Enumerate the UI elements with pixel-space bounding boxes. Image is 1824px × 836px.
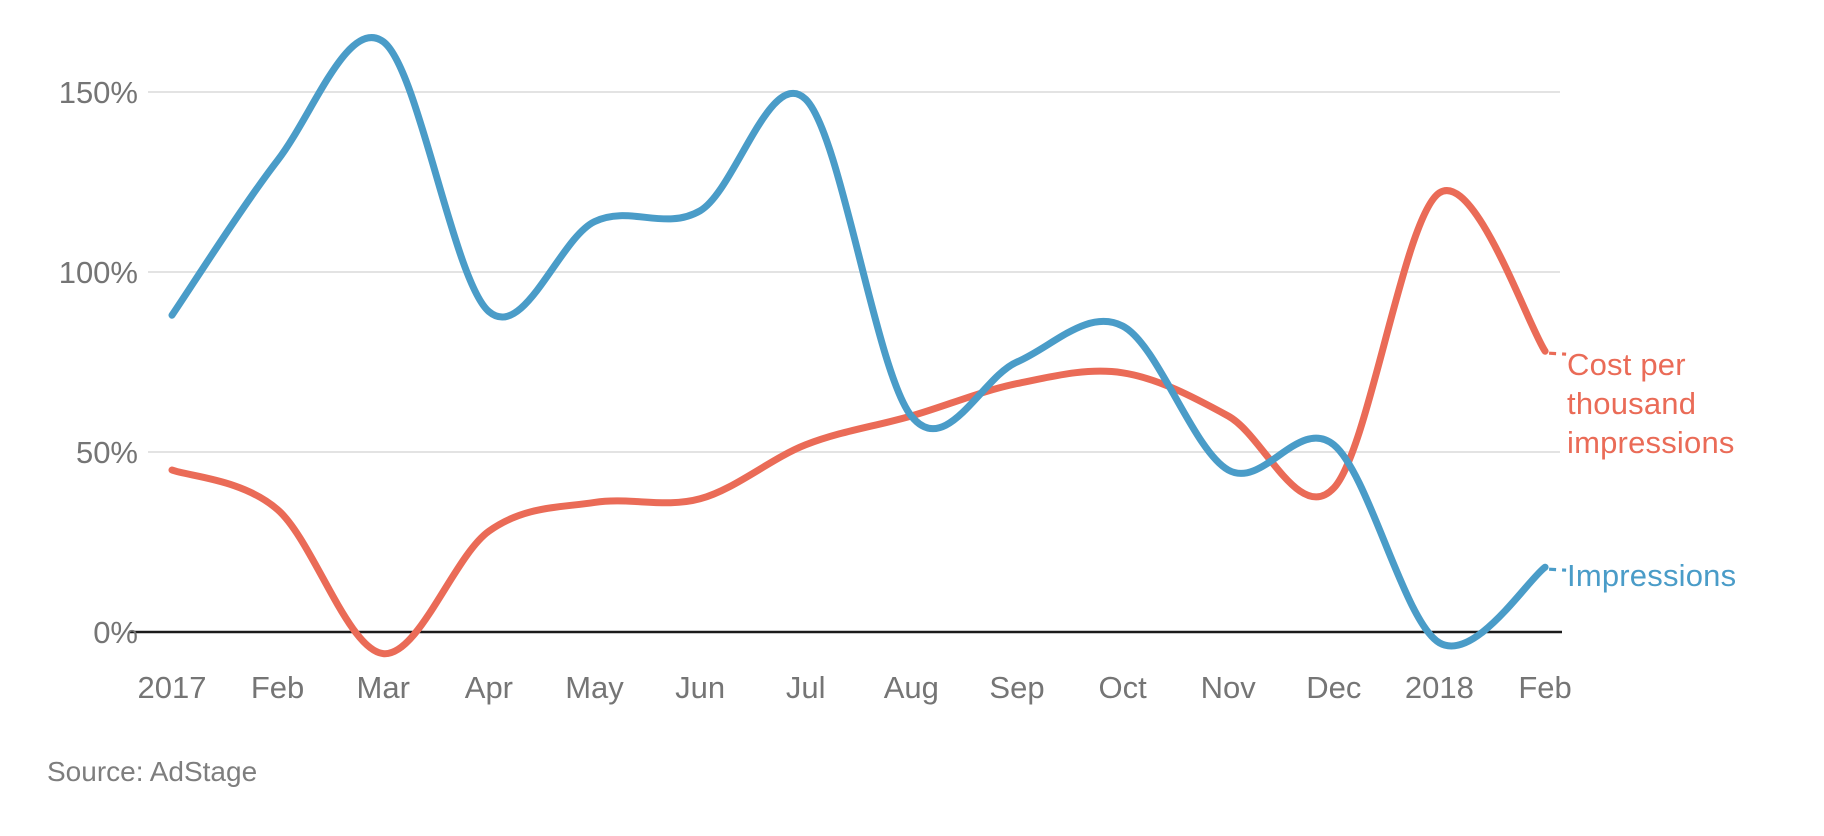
y-tick-label: 150% — [59, 75, 138, 110]
x-tick-label: May — [565, 670, 624, 705]
gridlines — [148, 91, 1560, 453]
y-tick-label: 50% — [76, 435, 138, 470]
y-tick-label: 100% — [59, 255, 138, 290]
x-tick-label: Mar — [357, 670, 410, 705]
impressions-line — [168, 34, 1549, 650]
x-tick-label: 2018 — [1405, 670, 1474, 705]
y-tick-label: 0% — [93, 615, 138, 650]
cpm-label-connector — [1549, 351, 1567, 356]
legend-label-impressions: Impressions — [1567, 558, 1737, 593]
x-tick-label: Sep — [989, 670, 1044, 705]
legend-label-cost-per-thousand-impressions: Cost per thousand impressions — [1567, 347, 1735, 460]
legend-connectors — [1549, 351, 1567, 572]
x-tick-label: Apr — [465, 670, 513, 705]
x-tick-label: Jul — [786, 670, 826, 705]
impressions-label-connector — [1549, 567, 1567, 572]
series-curves — [168, 34, 1549, 658]
x-tick-label: 2017 — [138, 670, 207, 705]
x-tick-label: Nov — [1201, 670, 1257, 705]
y-axis-tick-labels: 150% 100% 50% 0% — [59, 75, 138, 650]
x-tick-label: Dec — [1306, 670, 1361, 705]
x-tick-label: Jun — [675, 670, 725, 705]
x-tick-label: Aug — [884, 670, 939, 705]
source-attribution: Source: AdStage — [47, 756, 258, 787]
cpm-line — [168, 187, 1549, 658]
x-axis-tick-labels: 2017 Feb Mar Apr May Jun Jul Aug Sep Oct Nov Dec 201… — [138, 670, 1572, 705]
x-tick-label: Feb — [251, 670, 304, 705]
x-tick-label: Feb — [1518, 670, 1571, 705]
x-tick-label: Oct — [1098, 670, 1147, 705]
